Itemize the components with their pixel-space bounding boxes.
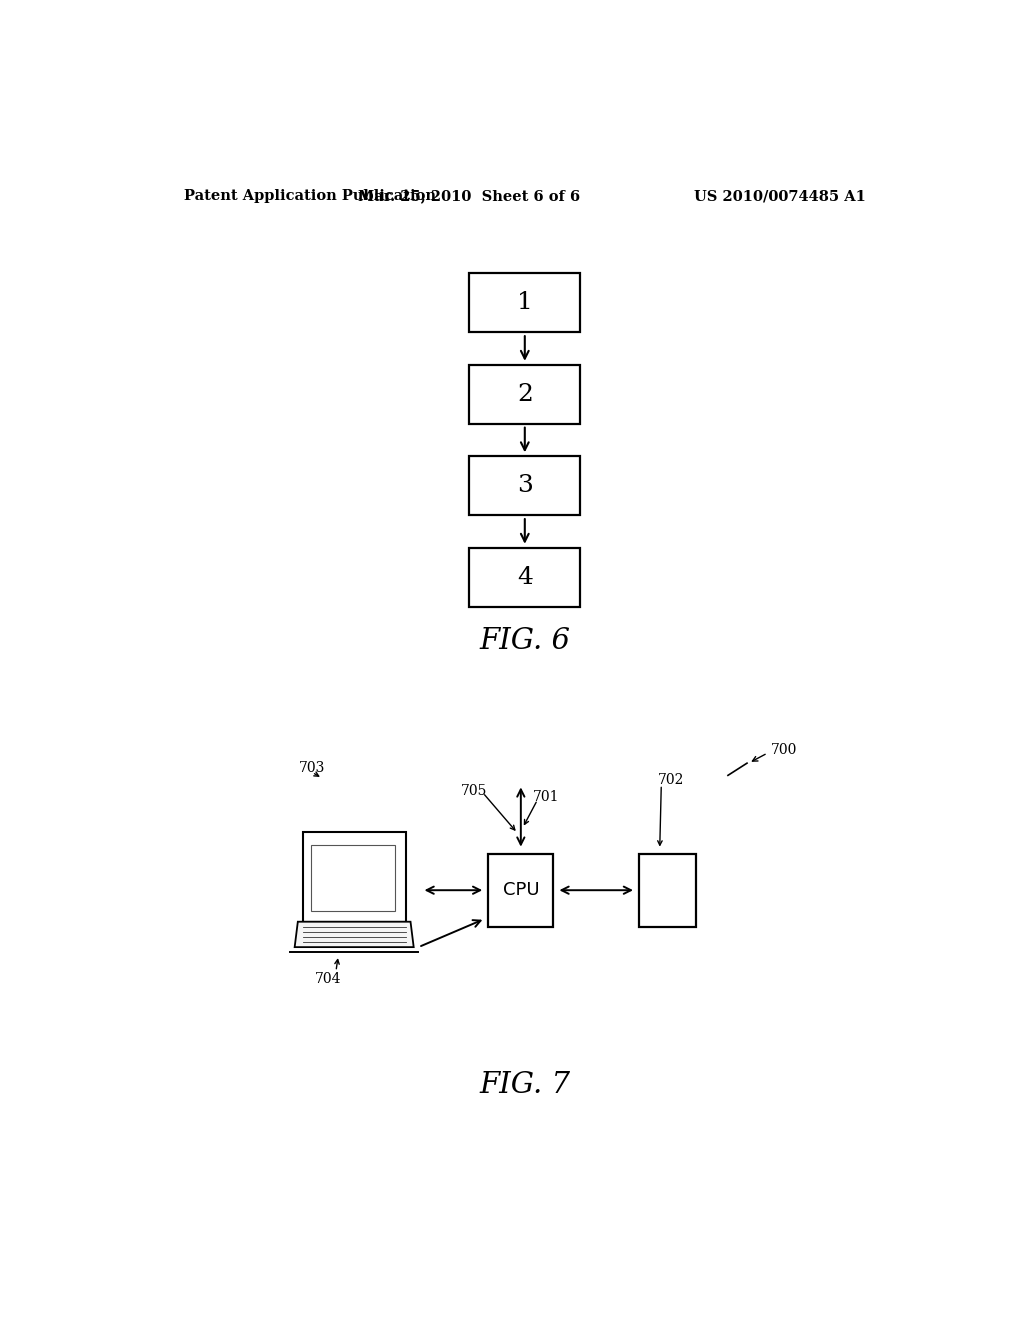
Bar bbox=[303, 833, 406, 921]
Text: 1: 1 bbox=[517, 292, 532, 314]
Bar bbox=[469, 364, 581, 424]
Text: FIG. 6: FIG. 6 bbox=[479, 627, 570, 655]
Text: 705: 705 bbox=[461, 784, 487, 797]
Bar bbox=[469, 548, 581, 607]
Text: 3: 3 bbox=[517, 474, 532, 498]
Text: FIG. 7: FIG. 7 bbox=[479, 1072, 570, 1100]
Text: 4: 4 bbox=[517, 566, 532, 589]
Text: 701: 701 bbox=[532, 789, 559, 804]
Text: 700: 700 bbox=[771, 743, 798, 756]
Bar bbox=[469, 273, 581, 333]
Text: CPU: CPU bbox=[503, 882, 540, 899]
Text: 704: 704 bbox=[314, 972, 341, 986]
Polygon shape bbox=[295, 921, 414, 948]
Text: 703: 703 bbox=[299, 762, 325, 775]
Text: 2: 2 bbox=[517, 383, 532, 405]
Bar bbox=[488, 854, 553, 927]
Bar bbox=[639, 854, 696, 927]
Text: Mar. 25, 2010  Sheet 6 of 6: Mar. 25, 2010 Sheet 6 of 6 bbox=[358, 189, 581, 203]
Bar bbox=[311, 846, 395, 911]
Text: Patent Application Publication: Patent Application Publication bbox=[183, 189, 435, 203]
Text: 702: 702 bbox=[658, 774, 684, 788]
Bar bbox=[469, 457, 581, 515]
Text: US 2010/0074485 A1: US 2010/0074485 A1 bbox=[694, 189, 866, 203]
